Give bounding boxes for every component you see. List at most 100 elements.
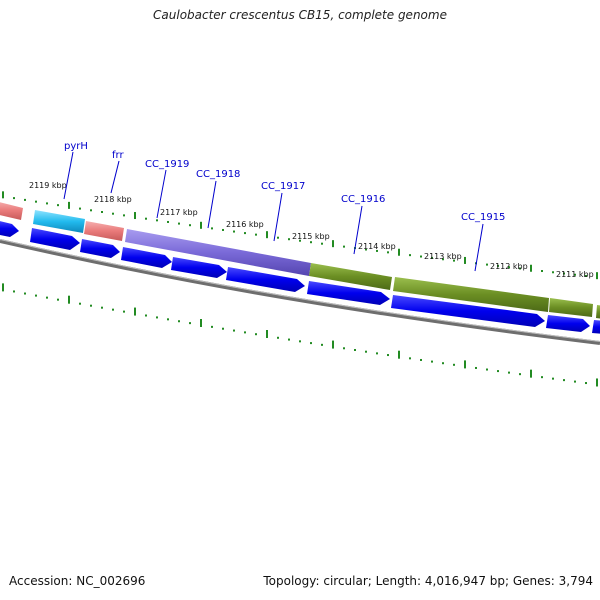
minor-tick (211, 325, 213, 328)
minor-tick (189, 322, 191, 325)
gene-labels: pyrH frr CC_1919 CC_1918 CC_1917 CC_1916… (63, 141, 505, 272)
feature-block-olive (549, 298, 593, 317)
minor-tick (343, 245, 345, 248)
minor-tick (387, 354, 389, 357)
minor-tick (24, 198, 26, 201)
minor-tick (277, 236, 279, 239)
map-title: Caulobacter crescentus CB15, complete ge… (153, 8, 447, 22)
minor-tick (497, 370, 499, 373)
minor-tick (310, 342, 312, 345)
major-tick (398, 350, 400, 359)
minor-tick (563, 272, 565, 275)
cds-arrow (30, 228, 80, 250)
minor-tick (365, 248, 367, 251)
minor-tick (321, 343, 323, 346)
feature-block-pink (84, 221, 124, 241)
cds-arrow (121, 247, 172, 268)
kbp-label: 2111 kbp (556, 270, 594, 279)
minor-tick (244, 331, 246, 334)
major-tick (266, 231, 268, 239)
minor-tick (497, 264, 499, 267)
cds-arrow (391, 295, 545, 327)
minor-tick (299, 239, 301, 242)
cds-arrow (171, 257, 227, 278)
minor-tick (167, 220, 169, 223)
major-tick (68, 295, 70, 304)
leader-line (273, 192, 283, 242)
gene-label[interactable]: pyrH (64, 141, 88, 152)
minor-tick (541, 376, 543, 379)
minor-tick (233, 230, 235, 233)
minor-tick (13, 290, 15, 293)
genome-backbone-highlight (0, 239, 600, 342)
minor-tick (420, 255, 422, 258)
minor-tick (387, 251, 389, 254)
minor-tick (442, 258, 444, 261)
major-tick (596, 272, 598, 280)
major-tick (2, 283, 4, 292)
major-tick (464, 256, 466, 264)
major-tick (266, 330, 268, 339)
minor-tick (222, 228, 224, 231)
minor-tick (57, 204, 59, 207)
minor-tick (145, 314, 147, 317)
minor-tick (508, 266, 510, 269)
gene-label[interactable]: CC_1915 (461, 212, 505, 223)
genome-summary: Topology: circular; Length: 4,016,947 bp… (263, 574, 593, 588)
feature-block-olive (393, 277, 549, 312)
cds-arrow (546, 315, 590, 332)
minor-tick (112, 212, 114, 215)
minor-tick (552, 377, 554, 380)
minor-tick (574, 273, 576, 276)
minor-tick (35, 200, 37, 203)
leader-line (156, 169, 167, 219)
major-tick (530, 369, 532, 378)
minor-tick (35, 294, 37, 297)
minor-tick (343, 347, 345, 350)
minor-tick (475, 366, 477, 369)
minor-tick (46, 296, 48, 299)
minor-tick (574, 380, 576, 383)
kbp-label: 2116 kbp (226, 220, 264, 229)
cds-arrow (0, 221, 19, 237)
kbp-label: 2117 kbp (160, 208, 198, 217)
inner-tick-row (2, 283, 598, 387)
minor-tick (354, 348, 356, 351)
minor-tick (376, 352, 378, 355)
major-tick (332, 240, 334, 248)
major-tick (530, 264, 532, 272)
minor-tick (442, 362, 444, 365)
gene-label[interactable]: frr (112, 150, 124, 161)
feature-block-cyan (33, 210, 85, 233)
minor-tick (46, 202, 48, 205)
major-tick (200, 319, 202, 327)
major-tick (464, 360, 466, 369)
gene-label[interactable]: CC_1919 (145, 159, 189, 170)
minor-tick (79, 207, 81, 210)
minor-tick (211, 227, 213, 230)
feature-block-olive (309, 263, 392, 290)
minor-tick (156, 219, 158, 222)
leader-line (63, 151, 74, 200)
leader-line (110, 160, 120, 194)
minor-tick (519, 373, 521, 376)
minor-tick (321, 242, 323, 245)
minor-tick (409, 254, 411, 257)
minor-tick (277, 336, 279, 339)
major-tick (332, 340, 334, 349)
kbp-label: 2119 kbp (29, 181, 67, 190)
cds-arrow (226, 267, 305, 292)
minor-tick (13, 197, 15, 200)
major-tick (68, 201, 70, 209)
minor-tick (431, 256, 433, 259)
minor-tick (310, 241, 312, 244)
minor-tick (585, 274, 587, 277)
gene-label[interactable]: CC_1916 (341, 194, 385, 205)
major-tick (134, 307, 136, 316)
feature-blocks (0, 202, 600, 319)
minor-tick (365, 350, 367, 353)
gene-label[interactable]: CC_1917 (261, 181, 305, 192)
gene-label[interactable]: CC_1918 (196, 169, 240, 180)
major-tick (398, 248, 400, 256)
cds-arrow (592, 320, 600, 334)
